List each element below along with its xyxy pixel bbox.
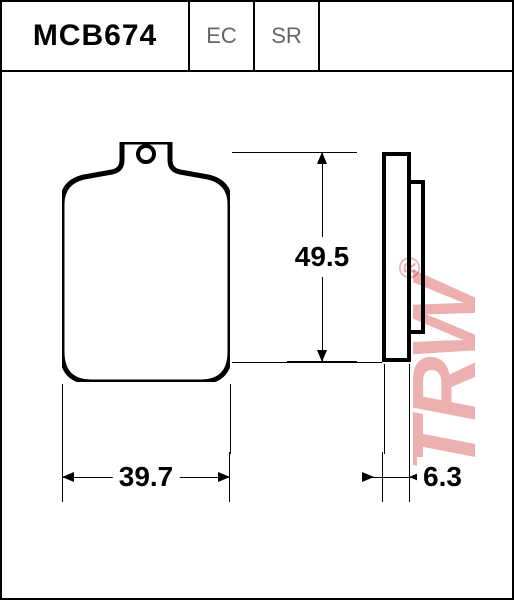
part-number: MCB674 [33, 19, 157, 53]
ext-line [62, 384, 63, 454]
tag-ec: EC [206, 23, 237, 49]
tag-sr: SR [271, 23, 302, 49]
arrowhead-icon [362, 472, 374, 482]
tag-sr-cell: SR [255, 2, 320, 70]
thickness-value: 6.3 [417, 457, 468, 497]
arrowhead-icon [317, 350, 327, 362]
header-spacer [320, 2, 512, 70]
height-value: 49.5 [289, 237, 356, 277]
width-value: 39.7 [113, 457, 180, 497]
part-number-cell: MCB674 [2, 2, 190, 70]
ext-line [232, 152, 292, 153]
ext-line [384, 364, 385, 454]
ext-line [409, 364, 410, 454]
tag-ec-cell: EC [190, 2, 255, 70]
ext-line [232, 362, 382, 363]
arrowhead-icon [317, 152, 327, 164]
arrowhead-icon [218, 472, 230, 482]
diagram-area: TRW® [2, 72, 512, 598]
drawing-container: MCB674 EC SR TRW® [0, 0, 514, 600]
width-dimension: 39.7 [62, 452, 230, 502]
brake-pad-side-view [382, 152, 432, 362]
height-dimension: 49.5 [287, 152, 357, 362]
ext-line [230, 384, 231, 454]
arrowhead-icon [62, 472, 74, 482]
header-row: MCB674 EC SR [2, 2, 512, 72]
thickness-dimension: 6.3 [382, 452, 472, 502]
brake-pad-front-view [62, 142, 230, 382]
